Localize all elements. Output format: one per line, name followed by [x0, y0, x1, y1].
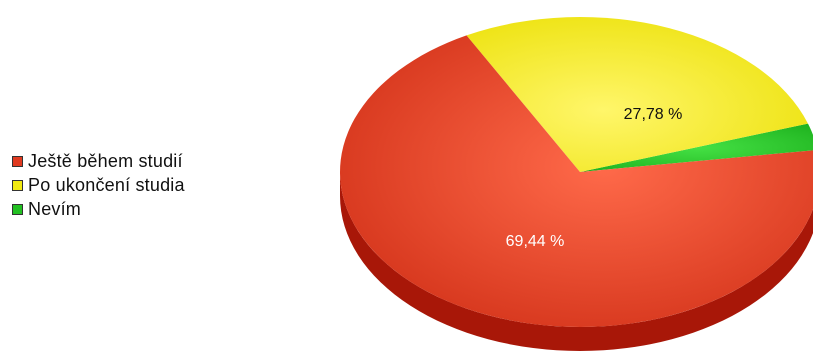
legend-label: Po ukončení studia: [28, 174, 185, 195]
legend-swatch-green: [12, 203, 23, 215]
legend: Ještě během studií Po ukončení studia Ne…: [12, 149, 185, 221]
pie-slice-side: [340, 172, 813, 351]
pie-slice: [340, 35, 813, 327]
legend-item-po-ukonceni-studia: Po ukončení studia: [12, 173, 185, 197]
legend-item-jeste-behem-studii: Ještě během studií: [12, 149, 185, 173]
pie-slice-label: 27,78 %: [624, 106, 683, 123]
pie-slice: [580, 123, 813, 172]
pie-depth: [340, 172, 813, 351]
legend-label: Nevím: [28, 198, 82, 219]
legend-label: Ještě během studií: [28, 150, 183, 171]
legend-swatch-yellow: [12, 179, 23, 191]
legend-item-nevim: Nevím: [12, 197, 185, 221]
legend-swatch-red: [12, 155, 23, 167]
pie-labels: 27,78 % 69,44 %: [506, 106, 683, 250]
pie-slice: [466, 17, 808, 173]
pie-top: [340, 17, 813, 327]
pie-slice-label: 69,44 %: [506, 233, 565, 250]
